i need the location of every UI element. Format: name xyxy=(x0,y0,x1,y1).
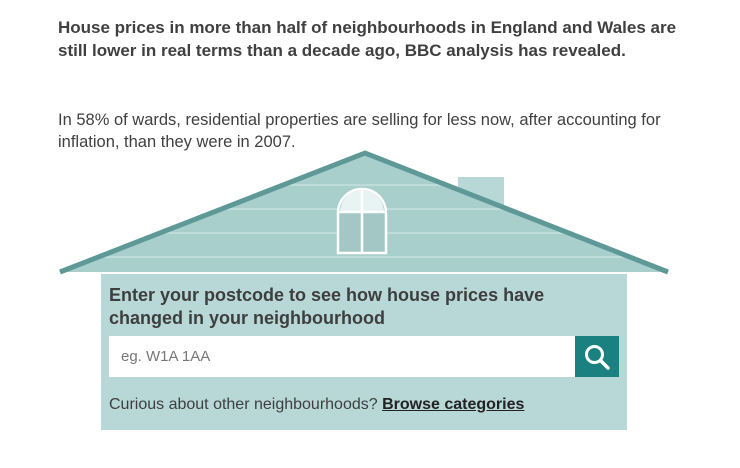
article-lede: In 58% of wards, residential properties … xyxy=(58,111,661,151)
browse-categories-link[interactable]: Browse categories xyxy=(382,396,525,413)
postcode-search-panel: Enter your postcode to see how house pri… xyxy=(101,274,627,430)
roof-edge xyxy=(59,150,669,275)
search-button[interactable] xyxy=(575,336,619,377)
search-icon xyxy=(585,344,610,370)
postcode-input[interactable] xyxy=(109,336,575,377)
browse-prompt-line: Curious about other neighbourhoods? Brow… xyxy=(109,394,619,416)
article-intro: House prices in more than half of neighb… xyxy=(58,18,677,60)
panel-title: Enter your postcode to see how house pri… xyxy=(109,285,545,328)
attic-window-icon xyxy=(336,187,388,255)
browse-prompt: Curious about other neighbourhoods? xyxy=(109,396,378,413)
